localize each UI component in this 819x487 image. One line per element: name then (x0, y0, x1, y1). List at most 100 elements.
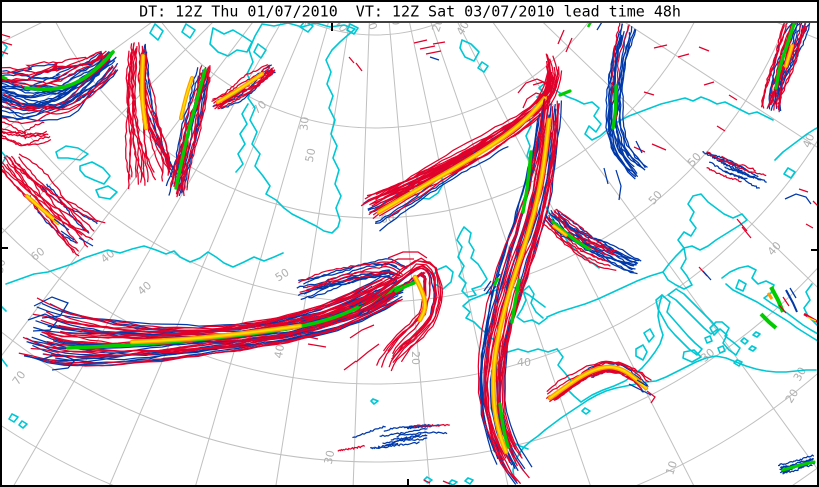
extra-stroke-red (419, 45, 436, 50)
mean-line-yellow-core (131, 325, 301, 343)
extra-stroke-red (741, 226, 752, 239)
coastline-great-lake-huron (79, 161, 111, 185)
ensemble-member-red (337, 444, 366, 452)
ensemble-member-red (46, 289, 401, 353)
control-line-green (394, 281, 416, 293)
coastline-iberia-east (556, 348, 582, 403)
extra-stroke-red (299, 334, 319, 340)
ensemble-member-blue (46, 183, 90, 234)
extra-stroke-blue (39, 353, 77, 371)
control-line-green (498, 402, 510, 449)
control-line-green (510, 278, 521, 324)
ensemble-member-red (299, 270, 403, 293)
ensemble-member-blue (2, 64, 107, 109)
ensemble-member-red (60, 296, 370, 337)
ensemble-member-blue (379, 427, 428, 437)
mean-line-yellow-core (217, 73, 263, 103)
control-line-green (774, 23, 796, 90)
ensemble-member-blue (298, 258, 408, 282)
extra-stroke-blue (615, 169, 622, 201)
spaghetti-atlantic-jet (18, 273, 414, 367)
extra-stroke-red (805, 223, 814, 229)
coastline-greenland (246, 23, 356, 234)
grid-label: 30 (322, 449, 338, 465)
spaghetti-azores-scatter (337, 423, 450, 452)
coastline-sicily (682, 349, 702, 363)
extra-stroke-blue (429, 56, 440, 61)
coastline-great-lake-superior (55, 145, 89, 161)
grid-label: 10 (663, 459, 680, 476)
extra-stroke-red (423, 479, 431, 484)
mean-line-yellow-core (785, 45, 793, 67)
ensemble-member-blue (375, 441, 420, 450)
coastline-caspian-west (803, 283, 817, 327)
ensemble-member-red (360, 264, 437, 357)
extra-stroke-red (522, 92, 547, 109)
coastline-bermuda (370, 398, 379, 405)
ensemble-member-red (22, 299, 387, 356)
ensemble-member-blue (724, 166, 762, 181)
ensemble-member-red (413, 423, 450, 428)
extra-stroke-blue (702, 270, 712, 281)
coastline-barents-ne-coast (774, 127, 817, 161)
extra-stroke-red (812, 200, 817, 206)
ensemble-member-red (2, 64, 114, 115)
extra-stroke-blue (603, 167, 609, 185)
extra-stroke-red (349, 324, 375, 339)
ensemble-member-blue (396, 431, 448, 438)
grid-label: 20 (363, 14, 380, 31)
coastline-balearic (581, 407, 591, 415)
extra-stroke-red (532, 81, 553, 90)
ensemble-member-blue (352, 425, 386, 439)
ensemble-member-blue (297, 271, 394, 297)
coastline-franz-josef (459, 39, 480, 62)
extra-stroke-red (782, 296, 790, 307)
coastline-bahama-2 (18, 420, 28, 429)
spaghetti-baffin-ne-jet (211, 64, 276, 110)
ensemble-member-red (2, 65, 117, 111)
chart-title: DT: 12Z Thu 01/07/2010 VT: 12Z Sat 03/07… (139, 3, 681, 21)
extra-stroke-red (387, 251, 428, 259)
mean-line-yellow-core (414, 276, 426, 321)
extra-stroke-blue (488, 285, 497, 297)
ensemble-member-blue (615, 32, 644, 170)
coastline-sardinia (635, 344, 648, 361)
extra-stroke-red (348, 56, 355, 64)
meridian-line (388, 23, 431, 485)
ensemble-member-red (137, 52, 164, 182)
coastline-arctic-islet-3 (149, 23, 164, 41)
extra-stroke-red (2, 51, 9, 55)
mean-line-yellow-core (492, 118, 551, 454)
ensemble-member-red (18, 153, 106, 224)
extra-stroke-red (643, 91, 655, 96)
coastline-us-east-coast (5, 245, 284, 285)
ensemble-member-red (2, 128, 48, 140)
extra-stroke-red (380, 258, 414, 267)
meridian-line (430, 23, 591, 485)
extra-stroke-red (728, 94, 738, 101)
extra-stroke-red (698, 46, 710, 52)
grid-label: 30 (297, 116, 311, 131)
extra-stroke-red (413, 39, 428, 44)
ensemble-member-red (51, 306, 377, 358)
extra-stroke-yellow (806, 316, 817, 322)
coastline-svalbard-2 (346, 23, 359, 35)
ensemble-member-red (2, 56, 101, 87)
extra-stroke-blue (620, 142, 630, 157)
spaghetti-nw-russia-streaks (702, 151, 767, 189)
coastline-left-edge-coast-4 (2, 358, 8, 367)
ensemble-member-red (2, 54, 106, 82)
ensemble-member-red (298, 261, 406, 284)
ensemble-member-red (544, 219, 610, 263)
mean-line-yellow-core (377, 96, 547, 214)
ensemble-member-red (2, 69, 117, 125)
extra-stroke-blue (33, 296, 69, 319)
spaghetti-russia-band (760, 23, 811, 113)
extra-stroke-blue (483, 280, 492, 292)
coastline-baltic-german-coast (546, 271, 664, 318)
ensemble-member-red (182, 65, 211, 197)
mean-line-yellow-core (26, 195, 59, 224)
mean-line-yellow-core (549, 366, 647, 399)
